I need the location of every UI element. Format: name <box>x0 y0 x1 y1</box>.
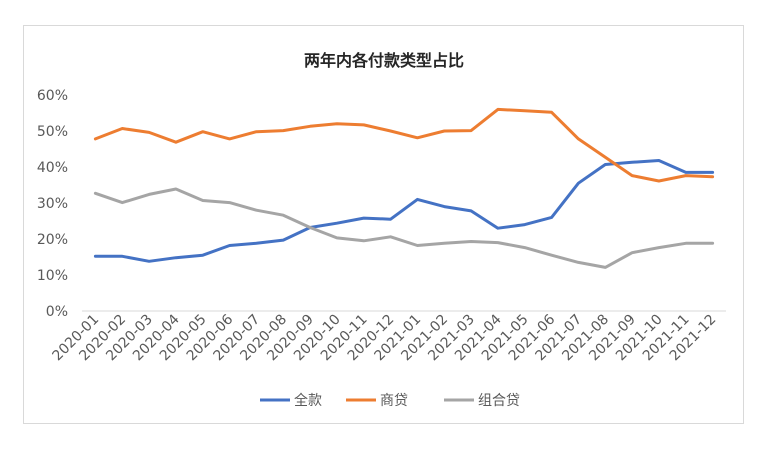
y-tick-label: 10% <box>37 268 68 284</box>
legend-label: 全款 <box>294 392 322 409</box>
y-tick-label: 50% <box>37 124 68 140</box>
y-tick-label: 0% <box>46 304 68 320</box>
y-tick-label: 30% <box>37 196 68 212</box>
y-tick-label: 40% <box>37 160 68 176</box>
legend-label: 商贷 <box>380 393 408 409</box>
y-tick-label: 60% <box>37 88 68 104</box>
line-chart: 两年内各付款类型占比 0% 10% 20% 30% 40% 50% 60% 2020-012… <box>37 51 726 409</box>
series-line-1 <box>93 107 715 183</box>
y-tick-label: 20% <box>37 232 68 248</box>
y-axis: 0% 10% 20% 30% 40% 50% 60% <box>37 88 68 320</box>
chart-frame: 两年内各付款类型占比 0% 10% 20% 30% 40% 50% 60% 2020-01 2… <box>23 25 744 424</box>
x-axis: 2020-012020-022020-032020-042020-052020-… <box>50 311 720 364</box>
series-line-0 <box>93 159 715 263</box>
chart-title: 两年内各付款类型占比 <box>304 51 464 70</box>
series-lines <box>93 107 715 269</box>
legend: 全款 商贷 组合贷 <box>260 392 520 409</box>
legend-label: 组合贷 <box>478 393 520 409</box>
series-line-2 <box>93 187 715 269</box>
